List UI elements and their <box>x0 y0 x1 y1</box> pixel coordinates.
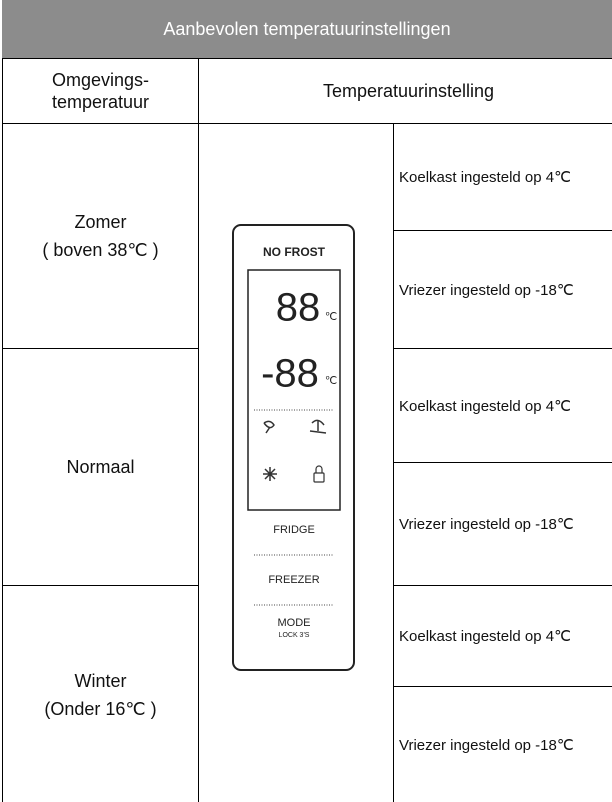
setting: Koelkast ingesteld op 4℃ <box>393 123 612 230</box>
panel-brand: NO FROST <box>263 245 326 259</box>
row-label: Zomer ( boven 38℃ ) <box>2 123 198 348</box>
display-digits: 88 <box>276 286 321 330</box>
display-unit: ℃ <box>325 311 337 323</box>
panel-button: FREEZER <box>268 574 319 586</box>
panel-button: FRIDGE <box>273 524 315 536</box>
table-title: Aanbevolen temperatuurinstellingen <box>2 0 612 58</box>
setting: Koelkast ingesteld op 4℃ <box>393 348 612 462</box>
display-unit: ℃ <box>325 375 337 387</box>
page: Aanbevolen temperatuurinstellingen Omgev… <box>0 0 612 802</box>
setting: Koelkast ingesteld op 4℃ <box>393 585 612 686</box>
setting: Vriezer ingesteld op -18℃ <box>393 686 612 802</box>
column-header: Omgevings- temperatuur <box>2 58 198 123</box>
panel-button-sub: LOCK 3'S <box>279 632 310 639</box>
column-header: Temperatuurinstelling <box>198 58 612 123</box>
display-digits: -88 <box>261 352 319 396</box>
control-panel: NO FROST 88 ℃ -88 ℃ FRIDGE FREEZER MODE … <box>198 123 393 802</box>
setting: Vriezer ingesteld op -18℃ <box>393 230 612 348</box>
row-label: Normaal <box>2 348 198 585</box>
setting: Vriezer ingesteld op -18℃ <box>393 462 612 585</box>
row-label: Winter (Onder 16℃ ) <box>2 585 198 802</box>
panel-button: MODE <box>278 617 311 629</box>
